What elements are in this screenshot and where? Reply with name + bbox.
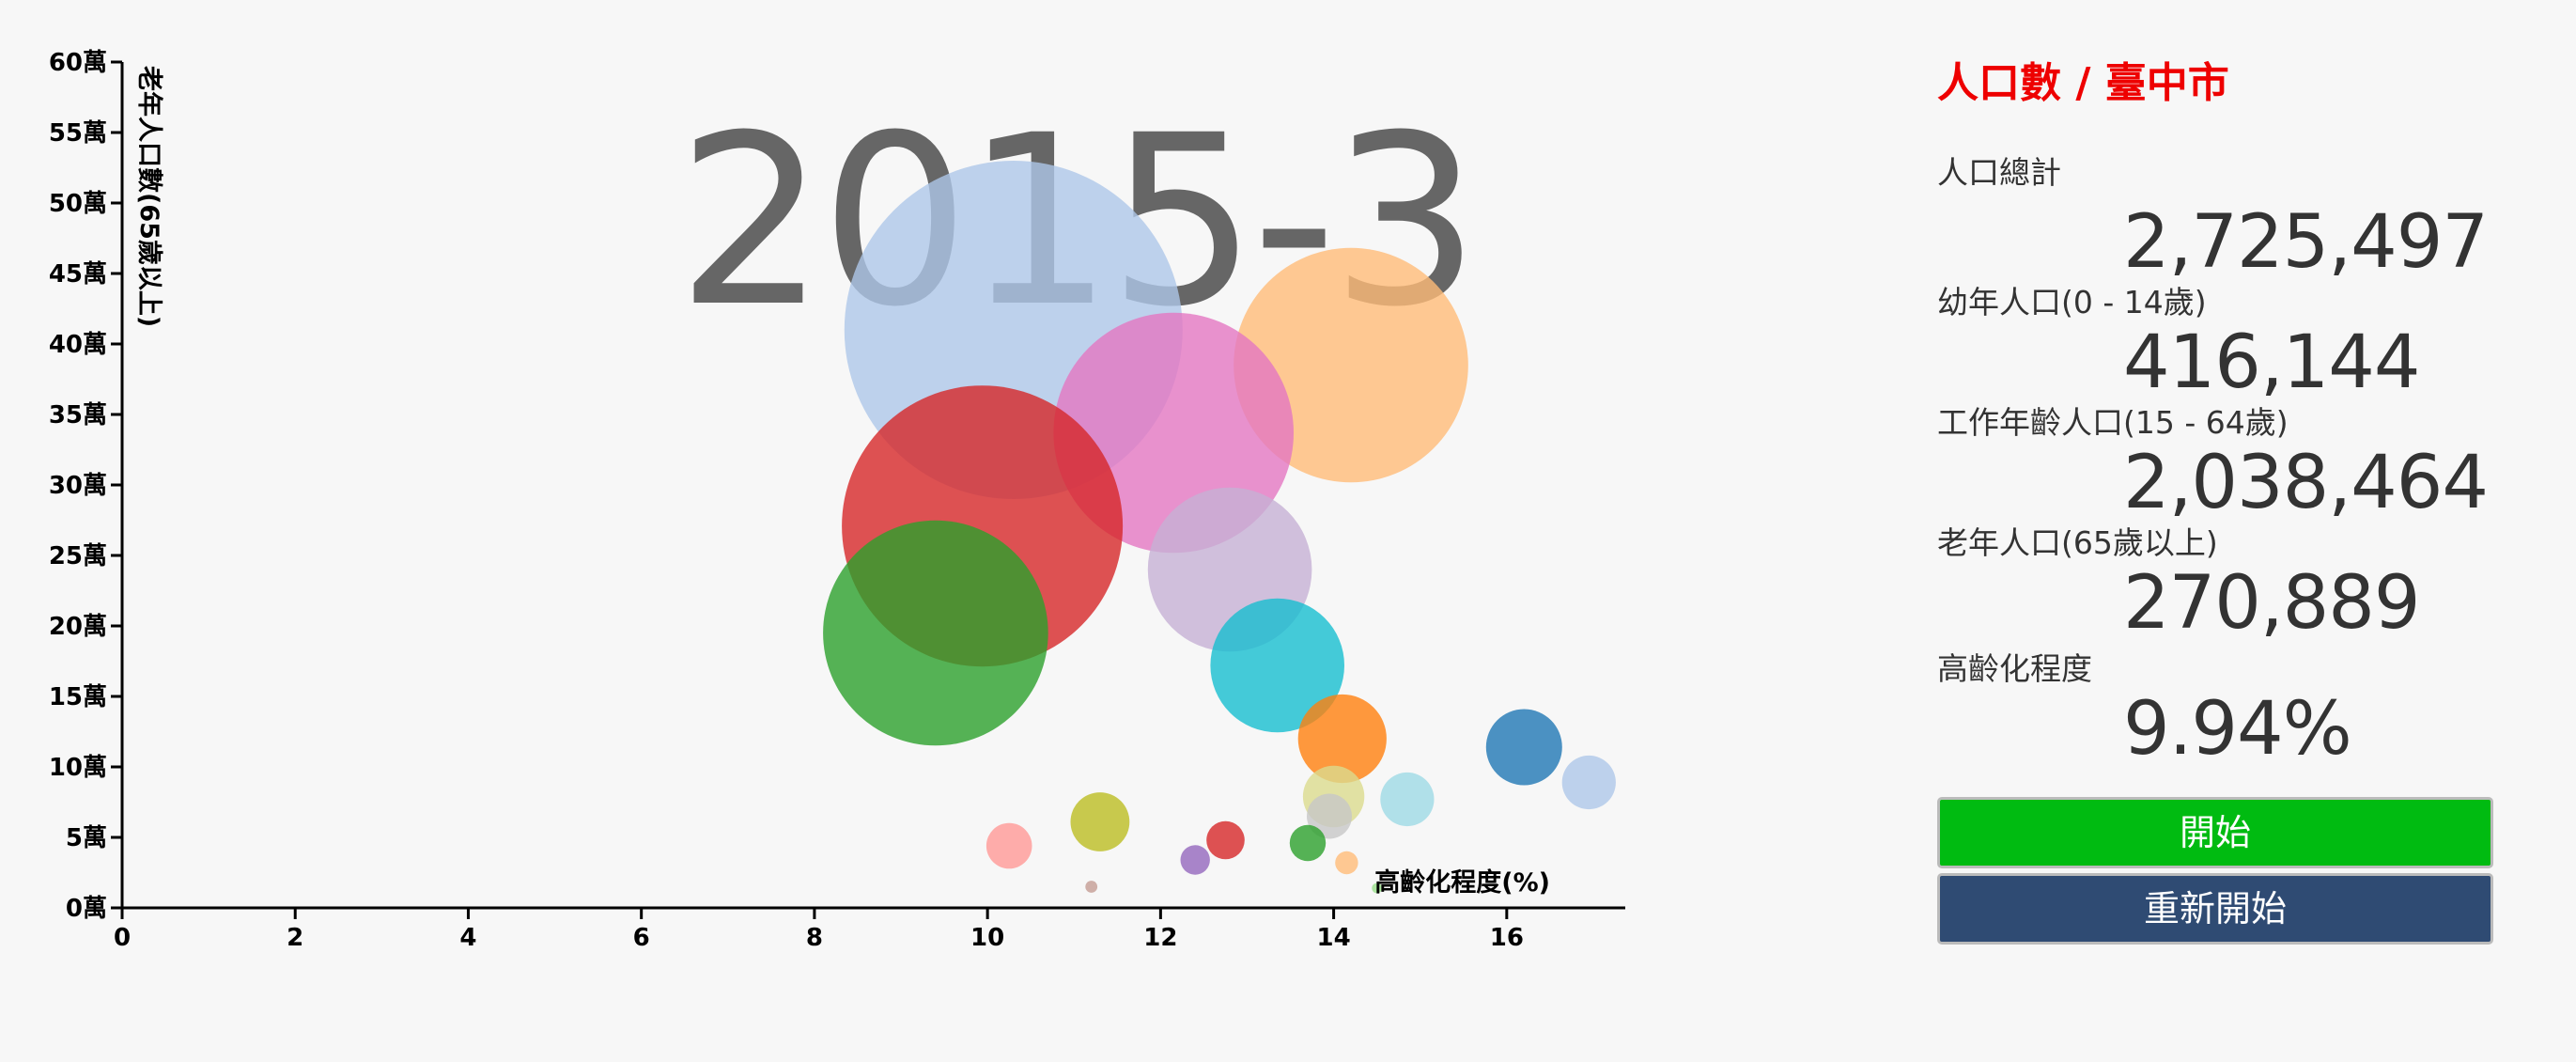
stat-value: 270,889 bbox=[2123, 561, 2421, 646]
bubble-chart: 2015-3 02468101214160萬5萬10萬15萬20萬25萬30萬3… bbox=[49, 49, 1625, 952]
stat-value: 9.94% bbox=[2123, 687, 2352, 772]
stat-value: 416,144 bbox=[2123, 320, 2421, 405]
bubble-8[interactable] bbox=[1485, 709, 1562, 786]
y-tick-label: 35萬 bbox=[49, 401, 107, 429]
stat-value: 2,038,464 bbox=[2123, 441, 2489, 525]
stat-elderly: 老年人口(65歲以上) 270,889 bbox=[1937, 523, 2501, 643]
bubble-17[interactable] bbox=[1180, 845, 1210, 875]
bubble-5[interactable] bbox=[823, 520, 1048, 746]
y-tick-label: 15萬 bbox=[49, 683, 107, 711]
x-tick-label: 4 bbox=[459, 924, 476, 952]
y-axis-title: 老年人口數(65歲以上) bbox=[134, 66, 164, 327]
stat-label: 高齡化程度 bbox=[1937, 650, 2092, 687]
y-tick-label: 55萬 bbox=[49, 119, 107, 148]
info-panel: 人口數 / 臺中市 人口總計 2,725,497 幼年人口(0 - 14歲) 4… bbox=[1937, 47, 2501, 945]
bubble-20[interactable] bbox=[1372, 882, 1383, 894]
x-tick-label: 12 bbox=[1143, 924, 1177, 952]
y-tick-label: 10萬 bbox=[49, 754, 107, 782]
y-tick-label: 60萬 bbox=[49, 49, 107, 77]
bubble-13[interactable] bbox=[1070, 792, 1130, 851]
bubble-18[interactable] bbox=[1335, 851, 1358, 875]
stat-children: 幼年人口(0 - 14歲) 416,144 bbox=[1937, 282, 2501, 402]
x-tick-label: 0 bbox=[114, 924, 131, 952]
x-tick-label: 8 bbox=[806, 924, 823, 952]
bubbles-layer bbox=[823, 161, 1616, 894]
y-tick-label: 30萬 bbox=[49, 472, 107, 500]
stat-total: 人口總計 2,725,497 bbox=[1937, 152, 2501, 282]
y-tick-label: 20萬 bbox=[49, 613, 107, 641]
stat-aging-ratio: 高齡化程度 9.94% bbox=[1937, 648, 2501, 769]
bubble-10[interactable] bbox=[1380, 772, 1435, 827]
bubble-15[interactable] bbox=[1289, 824, 1327, 862]
panel-title: 人口數 / 臺中市 bbox=[1937, 59, 2229, 107]
x-tick-label: 10 bbox=[970, 924, 1004, 952]
bubble-7[interactable] bbox=[1297, 694, 1387, 784]
x-tick-label: 6 bbox=[633, 924, 650, 952]
y-tick-label: 45萬 bbox=[49, 260, 107, 289]
x-axis-title: 高齡化程度(%) bbox=[1374, 867, 1550, 898]
x-tick-label: 2 bbox=[287, 924, 303, 952]
bubble-19[interactable] bbox=[1085, 881, 1098, 893]
bubble-16[interactable] bbox=[985, 822, 1032, 869]
bubble-12[interactable] bbox=[1307, 793, 1352, 839]
y-tick-label: 40萬 bbox=[49, 331, 107, 359]
bubble-9[interactable] bbox=[1561, 755, 1616, 810]
x-tick-label: 16 bbox=[1490, 924, 1524, 952]
axes: 0 2 4 6 8 10 12 14 16 0萬 5萬 10萬 15萬 20萬 25萬 30萬 35萬 40萬 45… bbox=[49, 49, 1625, 952]
stat-label: 工作年齡人口(15 - 64歲) bbox=[1937, 404, 2289, 441]
restart-button[interactable]: 重新開始 bbox=[1937, 873, 2493, 945]
bubble-6[interactable] bbox=[1210, 598, 1344, 733]
y-tick-label: 5萬 bbox=[66, 824, 107, 852]
y-tick-label: 25萬 bbox=[49, 542, 107, 570]
stat-label: 人口總計 bbox=[1937, 154, 2061, 191]
stat-working-age: 工作年齡人口(15 - 64歲) 2,038,464 bbox=[1937, 402, 2501, 523]
bubble-14[interactable] bbox=[1206, 820, 1245, 860]
y-tick-label: 50萬 bbox=[49, 190, 107, 218]
start-button[interactable]: 開始 bbox=[1937, 797, 2493, 868]
stat-label: 幼年人口(0 - 14歲) bbox=[1937, 284, 2207, 320]
y-tick-label: 0萬 bbox=[66, 895, 107, 923]
stat-value: 2,725,497 bbox=[2123, 200, 2489, 285]
stat-label: 老年人口(65歲以上) bbox=[1937, 524, 2218, 561]
x-tick-label: 14 bbox=[1317, 924, 1351, 952]
